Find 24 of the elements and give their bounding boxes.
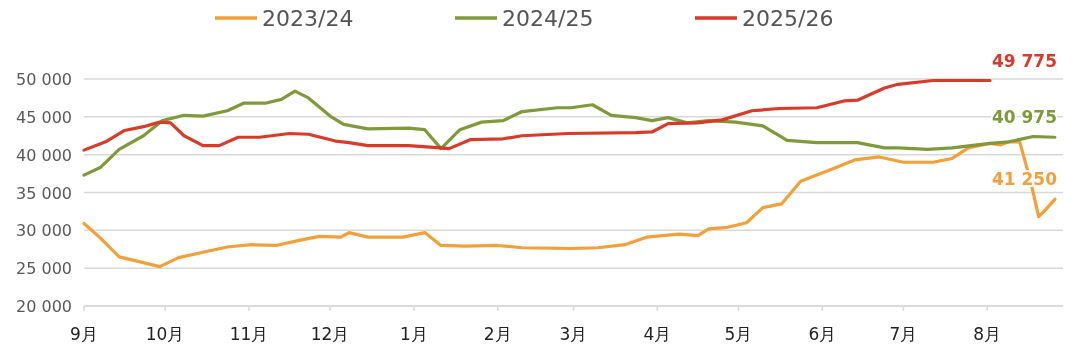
legend-label: 2023/24 <box>262 6 354 31</box>
x-tick-label: 7月 <box>889 324 918 344</box>
x-tick-label: 9月 <box>70 324 98 344</box>
x-tick-label: 10月 <box>145 324 185 344</box>
x-tick-label: 4月 <box>643 324 672 344</box>
y-tick-label: 35 000 <box>16 183 72 203</box>
y-tick-label: 45 000 <box>16 107 72 127</box>
legend-label: 2024/25 <box>502 6 594 31</box>
annotation: 40 975 <box>991 107 1057 128</box>
x-tick-label: 3月 <box>559 324 588 344</box>
x-tick-label: 12月 <box>310 324 350 344</box>
y-tick-label: 30 000 <box>16 221 72 241</box>
x-tick-label: 8月 <box>973 324 1002 344</box>
y-tick-label: 25 000 <box>16 259 72 279</box>
x-tick-label: 6月 <box>808 324 837 344</box>
y-tick-label: 40 000 <box>16 145 72 165</box>
text: 49 775 <box>991 50 1057 71</box>
x-tick-label: 1月 <box>400 324 428 344</box>
y-tick-label: 50 000 <box>16 70 72 89</box>
y-tick-label: 20 000 <box>16 297 72 316</box>
x-tick-label: 11月 <box>229 324 269 344</box>
x-tick-label: 5月 <box>724 324 753 344</box>
legend-label: 2025/26 <box>742 6 834 31</box>
x-tick-label: 2月 <box>483 324 512 344</box>
